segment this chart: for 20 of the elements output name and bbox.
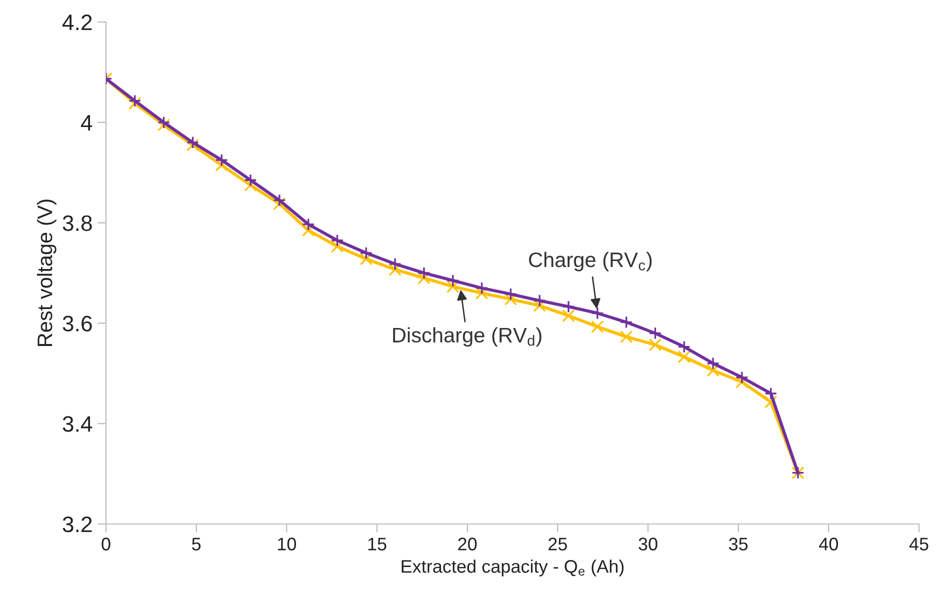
y-tick-label: 3.8 bbox=[62, 215, 92, 232]
x-tick-label: 20 bbox=[458, 538, 477, 550]
x-tick-label: 0 bbox=[102, 538, 110, 550]
x-tick-label: 40 bbox=[819, 538, 838, 550]
x-tick-label: 35 bbox=[728, 538, 748, 550]
x-tick-label: 15 bbox=[368, 538, 386, 550]
annotation: Charge (RV$_{c}$) bbox=[529, 252, 652, 272]
x-tick-label: 25 bbox=[548, 538, 567, 550]
y-tick-label: 3.2 bbox=[62, 516, 92, 532]
x-axis-title: Extracted capacity - Q$_{e}$ (Ah) bbox=[402, 560, 624, 576]
x-tick-label: 5 bbox=[192, 538, 201, 550]
x-tick-label: 10 bbox=[278, 538, 296, 550]
x-tick-label: 30 bbox=[638, 538, 658, 550]
annotation: Discharge (RV$_{d}$) bbox=[393, 327, 542, 347]
y-tick-label: 3.4 bbox=[62, 416, 92, 432]
y-axis-title: Rest voltage (V) bbox=[36, 200, 56, 346]
y-tick-label: 4 bbox=[80, 115, 92, 130]
y-tick-label: 3.6 bbox=[62, 316, 92, 332]
y-tick-label: 4.2 bbox=[62, 14, 92, 30]
x-tick-label: 45 bbox=[909, 538, 928, 550]
